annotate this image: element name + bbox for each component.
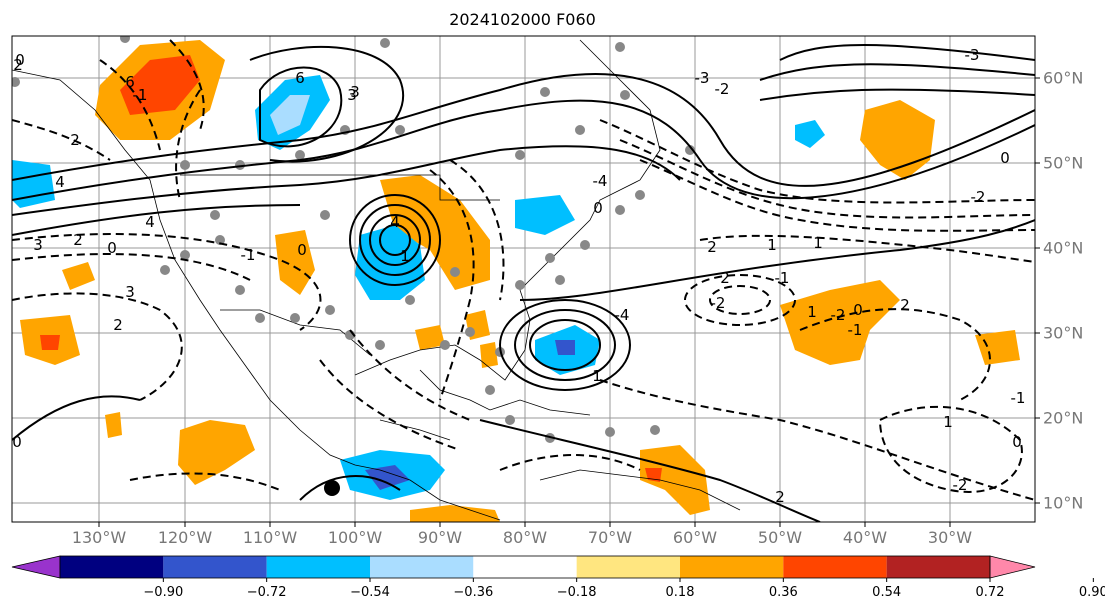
latitude-label: 50°N	[1043, 153, 1084, 173]
contour-label: 1	[592, 367, 602, 385]
longitude-label: 30°W	[927, 528, 973, 547]
colorbar-segment	[163, 556, 267, 578]
contour-label: -2	[830, 306, 846, 324]
map-frame	[11, 35, 1036, 523]
colorbar-tick-label: 0.36	[768, 585, 798, 600]
colorbar-tick-label: −0.54	[350, 585, 390, 600]
colorbar-segment	[473, 556, 577, 578]
contour-label: 2	[113, 316, 123, 334]
colorbar-segment	[680, 556, 784, 578]
contour-label: 0	[12, 433, 22, 451]
contour-label: -1	[132, 86, 148, 104]
map-title: 2024102000 F060	[449, 10, 596, 29]
contour-label: 6	[295, 69, 305, 87]
colorbar-extend-max	[989, 555, 1036, 579]
colorbar-tick-label: −0.18	[556, 585, 597, 600]
colorbar-segment	[60, 556, 164, 578]
contour-label: 0	[853, 301, 863, 319]
colorbar-tick-label: 0.72	[975, 585, 1005, 600]
latitude-label: 30°N	[1043, 323, 1084, 343]
contour-label: -2	[714, 80, 730, 98]
colorbar-tick-label: 0.54	[872, 585, 902, 600]
longitude-label: 100°W	[327, 528, 383, 547]
contour-label: 0	[593, 199, 603, 217]
contour-label: 6	[125, 73, 135, 91]
colorbar-segment	[266, 556, 370, 578]
colorbar-tick-label: 0.90	[1078, 585, 1105, 600]
contour-label: 1	[400, 247, 410, 265]
colorbar-tick-label: 0.18	[665, 585, 695, 600]
colorbar-tick-label: −0.36	[453, 585, 494, 600]
colorbar-tick-label: −0.72	[246, 585, 287, 600]
latitude-label: 10°N	[1043, 493, 1084, 513]
contour-label: -1	[774, 269, 790, 287]
latitude-label: 60°N	[1043, 68, 1084, 88]
contour-label: 2	[707, 238, 717, 256]
contour-label: -3	[964, 46, 980, 64]
contour-label: 3	[125, 283, 135, 301]
contour-label: 3	[347, 86, 357, 104]
colorbar-tick-label: −0.90	[143, 585, 184, 600]
contour-label: 2	[70, 131, 80, 149]
contour-label: 3	[33, 236, 43, 254]
contour-label: 1	[943, 413, 953, 431]
latitude-label: 20°N	[1043, 408, 1084, 428]
colorbar-segment	[783, 556, 887, 578]
contour-label: -2	[970, 188, 986, 206]
contour-label: -3	[694, 69, 710, 87]
contour-label: 0	[297, 241, 307, 259]
longitude-label: 70°W	[587, 528, 633, 547]
contour-label: -1	[847, 321, 863, 339]
longitude-label: 110°W	[242, 528, 298, 547]
colorbar-segment	[370, 556, 474, 578]
contour-label: 4	[145, 213, 155, 231]
contour-label: 1	[767, 236, 777, 254]
contour-label: 2	[775, 488, 785, 506]
station-markers	[12, 36, 695, 443]
contour-label: -1	[240, 246, 256, 264]
contour-label: 0	[1000, 149, 1010, 167]
contour-label: 1	[813, 234, 823, 252]
latitude-label: 40°N	[1043, 238, 1084, 258]
colorbar-extend-min	[11, 555, 61, 579]
longitude-label: 50°W	[757, 528, 803, 547]
contour-label: 0	[15, 51, 25, 69]
contour-label: 1	[807, 303, 817, 321]
contour-label: 4	[390, 213, 400, 231]
contour-label: -4	[592, 172, 608, 190]
solid-contours	[12, 44, 1035, 522]
colorbar-segment	[886, 556, 990, 578]
black-marker	[324, 480, 340, 496]
contour-label: 4	[55, 173, 65, 191]
colorbar	[11, 555, 1094, 582]
contour-label: 0	[107, 239, 117, 257]
contour-label: 2	[73, 231, 83, 249]
dashed-contours	[12, 39, 1035, 501]
longitude-label: 90°W	[417, 528, 463, 547]
contour-label: -1	[1010, 389, 1026, 407]
contour-label: 2	[900, 296, 910, 314]
longitude-label: 120°W	[157, 528, 213, 547]
contour-label: -4	[614, 306, 630, 324]
colorbar-segment	[576, 556, 680, 578]
longitude-label: 80°W	[502, 528, 548, 547]
contour-label: 2	[13, 56, 23, 74]
contour-label: 2	[720, 269, 730, 287]
contour-label: 3	[350, 83, 360, 101]
longitude-label: 130°W	[71, 528, 127, 547]
negative-anomaly-shading	[12, 75, 825, 500]
contour-label: -2	[952, 476, 968, 494]
longitude-label: 60°W	[672, 528, 718, 547]
longitude-label: 40°W	[842, 528, 888, 547]
contour-label: -2	[710, 294, 726, 312]
colorbar-outline	[59, 555, 991, 579]
tick-marks	[98, 77, 1040, 527]
contour-label: 0	[1012, 433, 1022, 451]
